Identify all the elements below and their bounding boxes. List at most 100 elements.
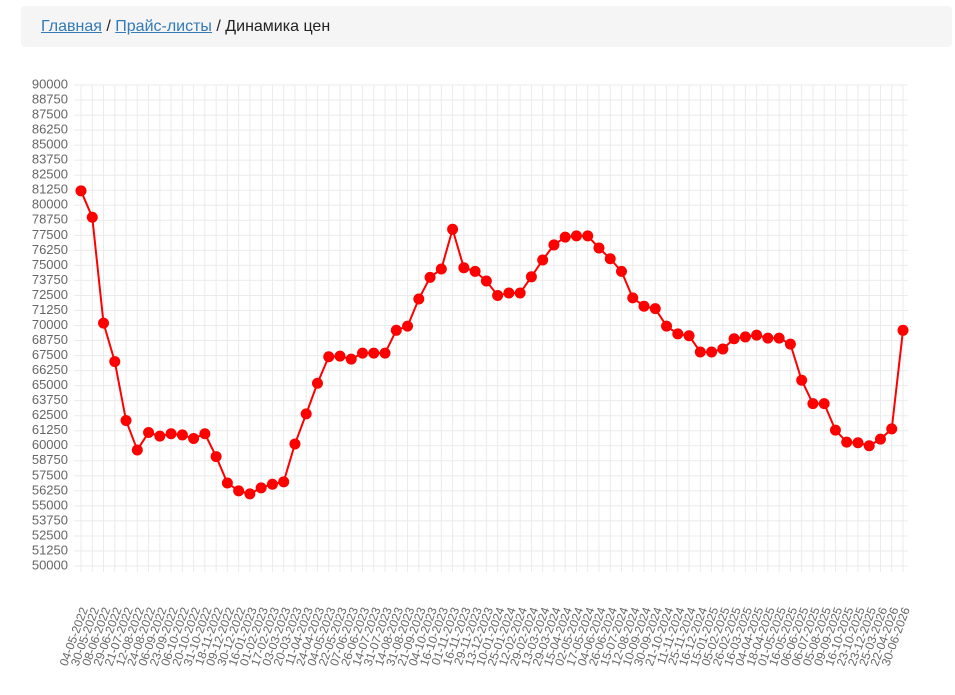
y-tick-label: 77500 [32, 227, 68, 242]
point [897, 324, 909, 336]
point [649, 303, 661, 315]
point [300, 408, 312, 420]
point [762, 332, 774, 344]
point [244, 488, 256, 500]
point [717, 343, 729, 355]
point [424, 271, 436, 283]
point [525, 271, 537, 283]
point [638, 300, 650, 312]
point [615, 265, 627, 277]
point [390, 324, 402, 336]
y-tick-label: 63750 [32, 392, 68, 407]
point [357, 347, 369, 359]
point [413, 293, 425, 305]
point [796, 374, 808, 386]
point [75, 185, 87, 197]
breadcrumb: Главная / Прайс-листы / Динамика цен [21, 6, 952, 47]
separator: / [216, 18, 221, 35]
breadcrumb-current: Динамика цен [225, 18, 331, 35]
point [503, 287, 515, 299]
point [492, 289, 504, 301]
point [165, 428, 177, 440]
point [289, 438, 301, 450]
point [131, 444, 143, 456]
breadcrumb-link[interactable]: Прайс-листы [115, 18, 212, 35]
point [627, 292, 639, 304]
point [447, 223, 459, 235]
point [345, 353, 357, 365]
point [221, 477, 233, 489]
point [593, 242, 605, 254]
point [548, 239, 560, 251]
y-tick-label: 57500 [32, 467, 68, 482]
point [98, 317, 110, 329]
point [469, 265, 481, 277]
point [807, 398, 819, 410]
y-tick-label: 51250 [32, 542, 68, 557]
point [210, 451, 222, 463]
point [582, 230, 594, 242]
point [829, 424, 841, 436]
point [109, 356, 121, 368]
y-tick-label: 68750 [32, 332, 68, 347]
point [435, 263, 447, 275]
y-tick-label: 61250 [32, 422, 68, 437]
point [199, 428, 211, 440]
y-tick-label: 88750 [32, 91, 68, 106]
point [458, 262, 470, 274]
point [266, 478, 278, 490]
y-tick-label: 66250 [32, 362, 68, 377]
point [773, 332, 785, 344]
point [751, 329, 763, 341]
point [323, 351, 335, 363]
y-tick-label: 82500 [32, 167, 68, 182]
point [570, 230, 582, 242]
point [661, 320, 673, 332]
point [537, 254, 549, 266]
point [728, 333, 740, 345]
point [683, 330, 695, 342]
y-tick-label: 70000 [32, 317, 68, 332]
y-tick-label: 73750 [32, 272, 68, 287]
y-tick-label: 60000 [32, 437, 68, 452]
point [480, 275, 492, 287]
point [402, 320, 414, 332]
y-tick-label: 50000 [32, 557, 68, 572]
y-tick-label: 83750 [32, 152, 68, 167]
point [841, 436, 853, 448]
point [255, 482, 267, 494]
point [784, 338, 796, 350]
y-tick-label: 86250 [32, 122, 68, 137]
y-tick-label: 58750 [32, 452, 68, 467]
point [188, 433, 200, 445]
point [368, 347, 380, 359]
separator: / [106, 18, 111, 35]
y-tick-label: 90000 [32, 76, 68, 91]
point [874, 433, 886, 445]
point [86, 211, 98, 223]
point [334, 350, 346, 362]
point [604, 253, 616, 265]
point [559, 231, 571, 243]
y-tick-label: 65000 [32, 377, 68, 392]
y-tick-label: 71250 [32, 302, 68, 317]
y-tick-label: 53750 [32, 512, 68, 527]
y-tick-label: 80000 [32, 197, 68, 212]
point [379, 347, 391, 359]
point [672, 328, 684, 340]
y-tick-label: 55000 [32, 497, 68, 512]
y-tick-label: 72500 [32, 287, 68, 302]
breadcrumb-link[interactable]: Главная [41, 18, 102, 35]
y-tick-label: 81250 [32, 182, 68, 197]
point [311, 377, 323, 389]
point [863, 440, 875, 452]
point [120, 414, 132, 426]
y-tick-label: 85000 [32, 137, 68, 152]
point [739, 331, 751, 343]
y-tick-label: 87500 [32, 107, 68, 122]
y-tick-label: 67500 [32, 347, 68, 362]
point [886, 423, 898, 435]
point [233, 485, 245, 497]
